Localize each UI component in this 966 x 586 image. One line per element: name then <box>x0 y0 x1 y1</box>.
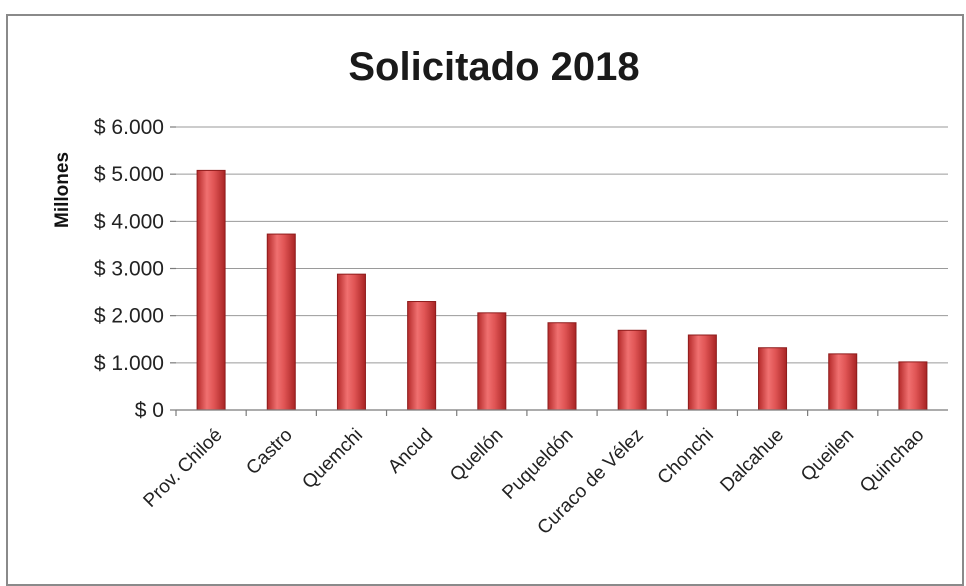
y-tick-label: $ 3.000 <box>94 258 164 281</box>
x-tick-labels: Prov. Chiloé Castro Quemchi Ancud QuellónPuq… <box>140 410 928 539</box>
x-tick-label: Castro <box>242 425 296 479</box>
y-axis-label: Millones <box>52 152 73 228</box>
bar <box>336 273 366 411</box>
bar <box>828 353 858 411</box>
x-tick-label: Queilen <box>797 425 858 486</box>
x-tick-label: Quellón <box>446 425 507 486</box>
y-tick-label: $ 2.000 <box>94 305 164 328</box>
bars <box>196 169 928 411</box>
bar <box>758 347 788 411</box>
x-tick-label: Ancud <box>384 425 437 478</box>
bar <box>477 312 507 411</box>
bar <box>687 334 717 411</box>
y-tick-label: $ 4.000 <box>94 210 164 233</box>
bar <box>266 233 296 411</box>
x-tick-label: Prov. Chiloé <box>140 425 227 512</box>
x-tick-label: Quemchi <box>298 425 367 494</box>
x-tick-label: Dalcahue <box>716 425 788 497</box>
bar <box>196 169 226 411</box>
bar <box>617 329 647 411</box>
x-tick-label: Chonchi <box>654 425 718 489</box>
y-tick-label: $ 5.000 <box>94 163 164 186</box>
y-tick-label: $ 0 <box>135 399 164 422</box>
chart-title: Solicitado 2018 <box>348 45 639 89</box>
bar <box>407 301 437 411</box>
x-tick-label: Quinchao <box>856 425 928 497</box>
y-tick-label: $ 1.000 <box>94 352 164 375</box>
y-tick-label: $ 6.000 <box>94 116 164 139</box>
bar <box>547 322 577 411</box>
bar <box>898 361 928 411</box>
grid-lines <box>176 126 948 364</box>
y-tick-labels: $ 0 $ 1.000 $ 2.000 $ 3.000 $ 4.000 $ 5.000 $ … <box>94 116 176 422</box>
chart-frame <box>6 14 964 586</box>
